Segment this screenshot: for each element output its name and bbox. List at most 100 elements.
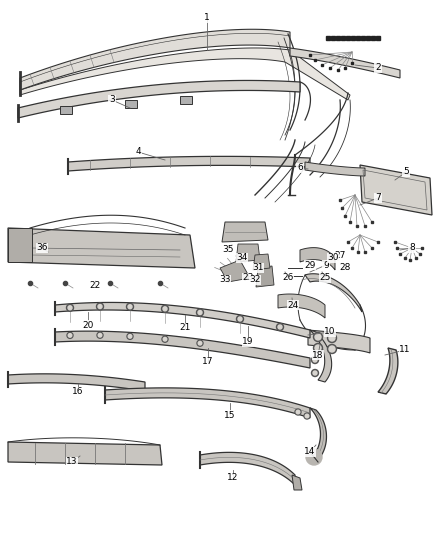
Text: 17: 17 [202, 358, 214, 367]
Text: 24: 24 [287, 301, 299, 310]
Text: 19: 19 [242, 337, 254, 346]
Circle shape [306, 449, 322, 465]
Text: 30: 30 [327, 254, 339, 262]
Circle shape [162, 305, 169, 312]
Circle shape [68, 306, 72, 310]
PathPatch shape [300, 248, 335, 270]
PathPatch shape [310, 408, 326, 460]
Text: 23: 23 [242, 273, 254, 282]
PathPatch shape [20, 48, 350, 100]
Text: 6: 6 [297, 164, 303, 173]
Text: 12: 12 [227, 473, 239, 482]
Circle shape [276, 324, 283, 330]
Circle shape [304, 413, 310, 419]
PathPatch shape [105, 388, 310, 418]
Text: 36: 36 [36, 244, 48, 253]
Circle shape [314, 343, 322, 352]
Circle shape [98, 334, 102, 337]
Circle shape [237, 316, 244, 322]
Text: 3: 3 [109, 95, 115, 104]
Bar [60, 106, 72, 114]
Text: 25: 25 [319, 273, 331, 282]
Polygon shape [236, 244, 260, 262]
Circle shape [96, 303, 103, 310]
Polygon shape [8, 442, 162, 465]
Bar [125, 100, 137, 108]
PathPatch shape [8, 374, 145, 391]
PathPatch shape [305, 162, 365, 176]
Text: 20: 20 [82, 320, 94, 329]
Text: 11: 11 [399, 345, 411, 354]
Circle shape [197, 309, 204, 316]
Text: 8: 8 [409, 244, 415, 253]
PathPatch shape [278, 294, 325, 318]
Text: 4: 4 [135, 148, 141, 157]
Polygon shape [360, 165, 432, 215]
Text: 34: 34 [237, 254, 247, 262]
Circle shape [128, 305, 132, 309]
Circle shape [295, 409, 301, 415]
Circle shape [67, 333, 73, 338]
Text: 22: 22 [89, 280, 101, 289]
Circle shape [311, 357, 318, 364]
PathPatch shape [378, 348, 398, 394]
Circle shape [198, 342, 202, 345]
Text: 29: 29 [304, 261, 316, 270]
PathPatch shape [308, 330, 370, 353]
Text: 9: 9 [323, 261, 329, 270]
PathPatch shape [55, 302, 310, 338]
Text: 31: 31 [252, 263, 264, 272]
Text: 1: 1 [204, 13, 210, 22]
Bar [180, 96, 192, 104]
Circle shape [315, 334, 321, 340]
Circle shape [238, 317, 242, 321]
Circle shape [127, 333, 133, 340]
Circle shape [97, 332, 103, 338]
Text: 5: 5 [403, 167, 409, 176]
Polygon shape [220, 260, 250, 282]
Polygon shape [292, 475, 302, 490]
Text: 32: 32 [249, 276, 261, 285]
PathPatch shape [200, 453, 295, 485]
Polygon shape [253, 254, 270, 270]
Circle shape [278, 325, 282, 329]
Circle shape [163, 337, 167, 341]
PathPatch shape [290, 48, 400, 78]
Circle shape [127, 303, 134, 310]
Circle shape [198, 311, 202, 314]
Text: 10: 10 [324, 327, 336, 336]
Text: 2: 2 [375, 63, 381, 72]
Circle shape [329, 335, 335, 341]
Text: 21: 21 [179, 324, 191, 333]
PathPatch shape [55, 331, 310, 368]
Text: 27: 27 [334, 251, 346, 260]
Text: 35: 35 [222, 246, 234, 254]
Text: 33: 33 [219, 276, 231, 285]
Text: 14: 14 [304, 448, 316, 456]
Text: 18: 18 [312, 351, 324, 359]
Circle shape [128, 335, 132, 338]
Text: 7: 7 [375, 193, 381, 203]
Circle shape [98, 304, 102, 309]
Circle shape [296, 410, 300, 414]
Text: 28: 28 [339, 262, 351, 271]
Circle shape [328, 344, 336, 353]
Text: 13: 13 [66, 457, 78, 466]
Circle shape [314, 333, 322, 342]
Polygon shape [8, 228, 195, 268]
Circle shape [313, 358, 317, 362]
Circle shape [311, 369, 318, 376]
PathPatch shape [68, 156, 310, 171]
Text: 26: 26 [283, 273, 294, 282]
Polygon shape [256, 266, 274, 287]
PathPatch shape [20, 29, 290, 90]
PathPatch shape [18, 80, 300, 118]
PathPatch shape [305, 274, 362, 312]
Circle shape [315, 345, 321, 351]
Circle shape [313, 371, 317, 375]
Circle shape [197, 340, 203, 346]
Circle shape [329, 346, 335, 352]
Circle shape [67, 304, 74, 311]
PathPatch shape [310, 330, 332, 382]
Polygon shape [8, 228, 32, 262]
